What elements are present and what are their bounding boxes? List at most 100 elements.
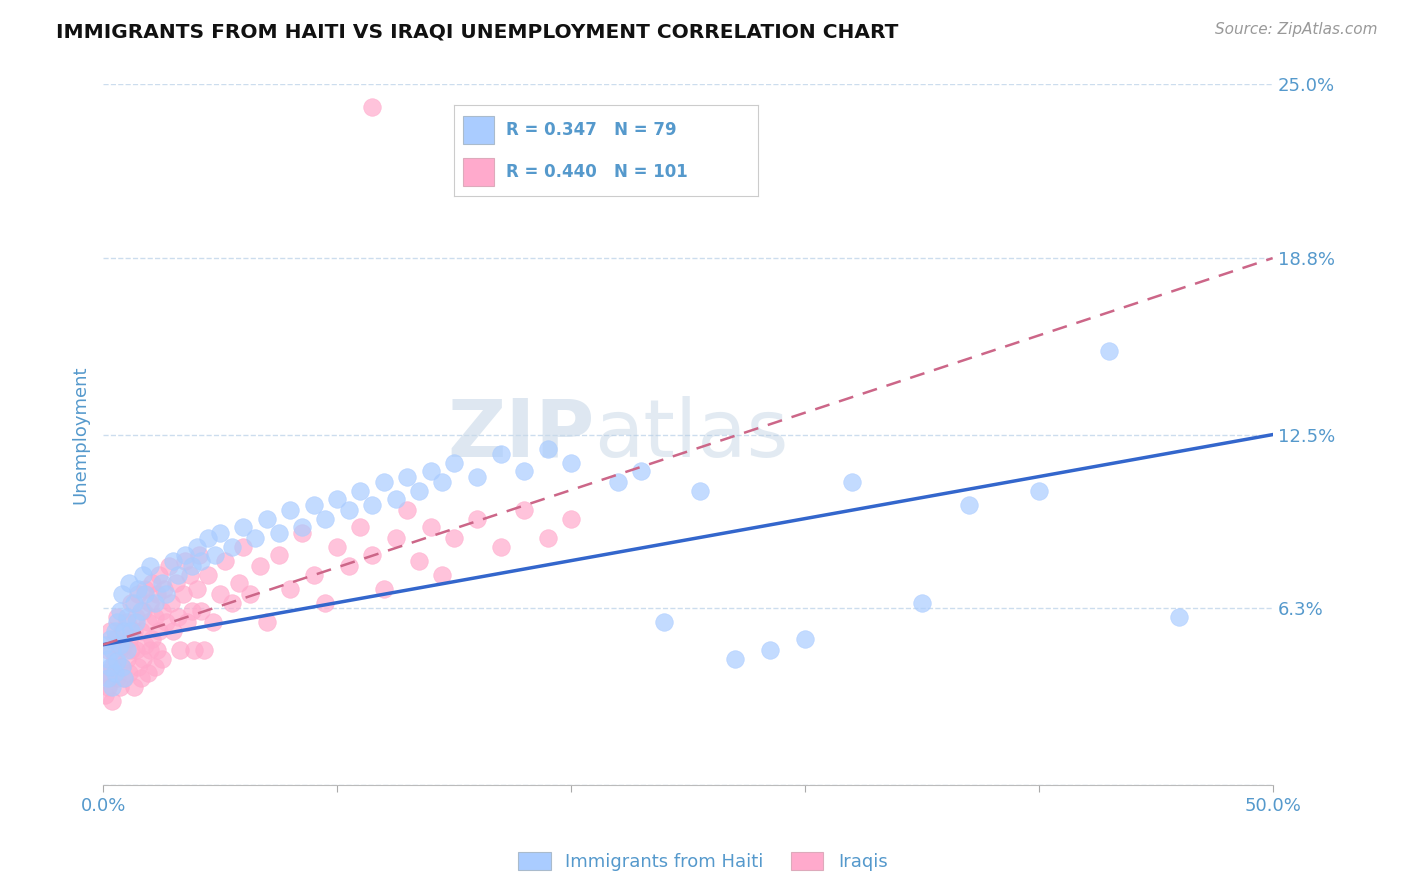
- Point: [125, 643, 148, 657]
- Point: [689, 483, 711, 498]
- Point: [302, 567, 325, 582]
- Point: [122, 624, 145, 638]
- Point: [150, 576, 173, 591]
- Point: [408, 483, 430, 498]
- Point: [105, 615, 128, 630]
- Point: [118, 665, 141, 680]
- Point: [419, 520, 441, 534]
- Point: [101, 694, 124, 708]
- Point: [267, 525, 290, 540]
- Point: [127, 587, 149, 601]
- Point: [214, 554, 236, 568]
- Point: [108, 643, 131, 657]
- Point: [176, 615, 198, 630]
- Point: [267, 548, 290, 562]
- Point: [94, 638, 117, 652]
- Point: [256, 511, 278, 525]
- Text: ZIP: ZIP: [447, 395, 595, 474]
- Point: [443, 531, 465, 545]
- Point: [957, 498, 980, 512]
- Point: [160, 596, 183, 610]
- Point: [172, 587, 194, 601]
- Point: [108, 638, 131, 652]
- Point: [1168, 609, 1191, 624]
- Point: [143, 609, 166, 624]
- Point: [150, 651, 173, 665]
- Point: [361, 548, 384, 562]
- Point: [291, 525, 314, 540]
- Point: [169, 643, 191, 657]
- Y-axis label: Unemployment: Unemployment: [72, 366, 89, 504]
- Point: [129, 671, 152, 685]
- Point: [111, 587, 134, 601]
- Point: [155, 587, 177, 601]
- Point: [204, 548, 226, 562]
- Point: [115, 615, 138, 630]
- Point: [108, 680, 131, 694]
- Point: [97, 643, 120, 657]
- Point: [841, 475, 863, 490]
- Point: [373, 582, 395, 596]
- Point: [165, 576, 187, 591]
- Point: [467, 469, 489, 483]
- Point: [104, 665, 127, 680]
- Text: atlas: atlas: [595, 395, 789, 474]
- Point: [162, 624, 184, 638]
- Point: [513, 464, 536, 478]
- Point: [373, 475, 395, 490]
- Point: [278, 582, 301, 596]
- Point: [98, 632, 121, 646]
- Point: [197, 567, 219, 582]
- Point: [143, 660, 166, 674]
- Point: [630, 464, 652, 478]
- Point: [112, 671, 135, 685]
- Point: [606, 475, 628, 490]
- Point: [396, 503, 419, 517]
- Point: [724, 651, 747, 665]
- Point: [104, 651, 127, 665]
- Point: [349, 483, 371, 498]
- Point: [228, 576, 250, 591]
- Point: [97, 680, 120, 694]
- Point: [98, 660, 121, 674]
- Point: [278, 503, 301, 517]
- Point: [115, 643, 138, 657]
- Point: [98, 671, 121, 685]
- Point: [146, 643, 169, 657]
- Point: [190, 554, 212, 568]
- Point: [314, 596, 336, 610]
- Point: [132, 567, 155, 582]
- Point: [489, 540, 512, 554]
- Point: [384, 531, 406, 545]
- Point: [209, 587, 232, 601]
- Point: [118, 632, 141, 646]
- Point: [291, 520, 314, 534]
- Point: [186, 582, 208, 596]
- Point: [174, 548, 197, 562]
- Point: [384, 491, 406, 506]
- Point: [536, 442, 558, 456]
- Point: [337, 559, 360, 574]
- Point: [120, 643, 142, 657]
- Point: [105, 655, 128, 669]
- Point: [408, 554, 430, 568]
- Point: [1098, 343, 1121, 358]
- Point: [111, 624, 134, 638]
- Point: [162, 554, 184, 568]
- Point: [122, 680, 145, 694]
- Point: [94, 688, 117, 702]
- Point: [134, 638, 156, 652]
- Point: [560, 511, 582, 525]
- Point: [221, 596, 243, 610]
- Point: [302, 498, 325, 512]
- Text: IMMIGRANTS FROM HAITI VS IRAQI UNEMPLOYMENT CORRELATION CHART: IMMIGRANTS FROM HAITI VS IRAQI UNEMPLOYM…: [56, 22, 898, 41]
- Point: [118, 576, 141, 591]
- Point: [174, 554, 197, 568]
- Point: [101, 680, 124, 694]
- Point: [146, 587, 169, 601]
- Point: [419, 464, 441, 478]
- Point: [443, 456, 465, 470]
- Point: [112, 624, 135, 638]
- Point: [134, 582, 156, 596]
- Point: [129, 624, 152, 638]
